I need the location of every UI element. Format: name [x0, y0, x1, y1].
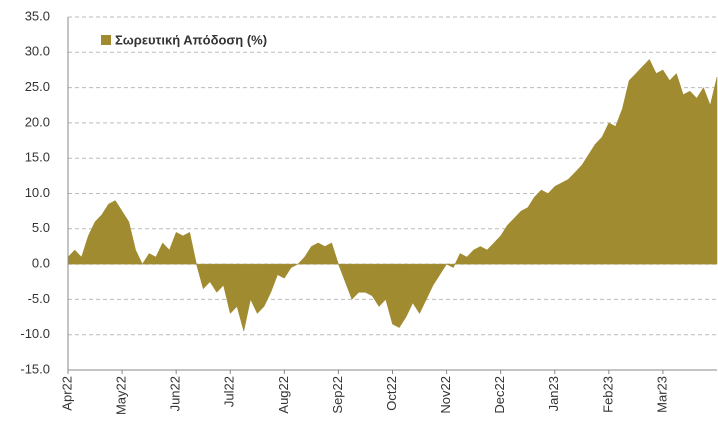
legend-label: Σωρευτική Απόδοση (%) — [115, 32, 267, 47]
x-tick-label: Apr22 — [59, 376, 74, 411]
y-tick-label: 25.0 — [25, 79, 50, 94]
x-tick-label: Jul22 — [222, 376, 237, 407]
x-tick-label: Mar23 — [654, 376, 669, 413]
y-tick-label: -5.0 — [28, 291, 50, 306]
y-tick-label: 30.0 — [25, 44, 50, 59]
y-tick-label: 15.0 — [25, 150, 50, 165]
area — [67, 58, 718, 332]
x-tick-label: Nov22 — [438, 376, 453, 414]
y-tick-label: -10.0 — [20, 326, 50, 341]
x-tick-label: Oct22 — [384, 376, 399, 411]
x-tick-label: Dec22 — [492, 376, 507, 414]
x-tick-label: Jun22 — [168, 376, 183, 411]
legend-swatch — [101, 35, 111, 45]
y-tick-label: 20.0 — [25, 114, 50, 129]
y-tick-label: 5.0 — [32, 220, 50, 235]
x-tick-label: Aug22 — [276, 376, 291, 414]
x-tick-label: Jan23 — [546, 376, 561, 411]
x-tick-label: Feb23 — [600, 376, 615, 413]
y-tick-label: 35.0 — [25, 8, 50, 23]
y-tick-label: 10.0 — [25, 185, 50, 200]
x-tick-label: Sep22 — [330, 376, 345, 414]
y-tick-label: -15.0 — [20, 361, 50, 376]
y-tick-label: 0.0 — [32, 256, 50, 271]
x-tick-label: May22 — [114, 376, 129, 415]
